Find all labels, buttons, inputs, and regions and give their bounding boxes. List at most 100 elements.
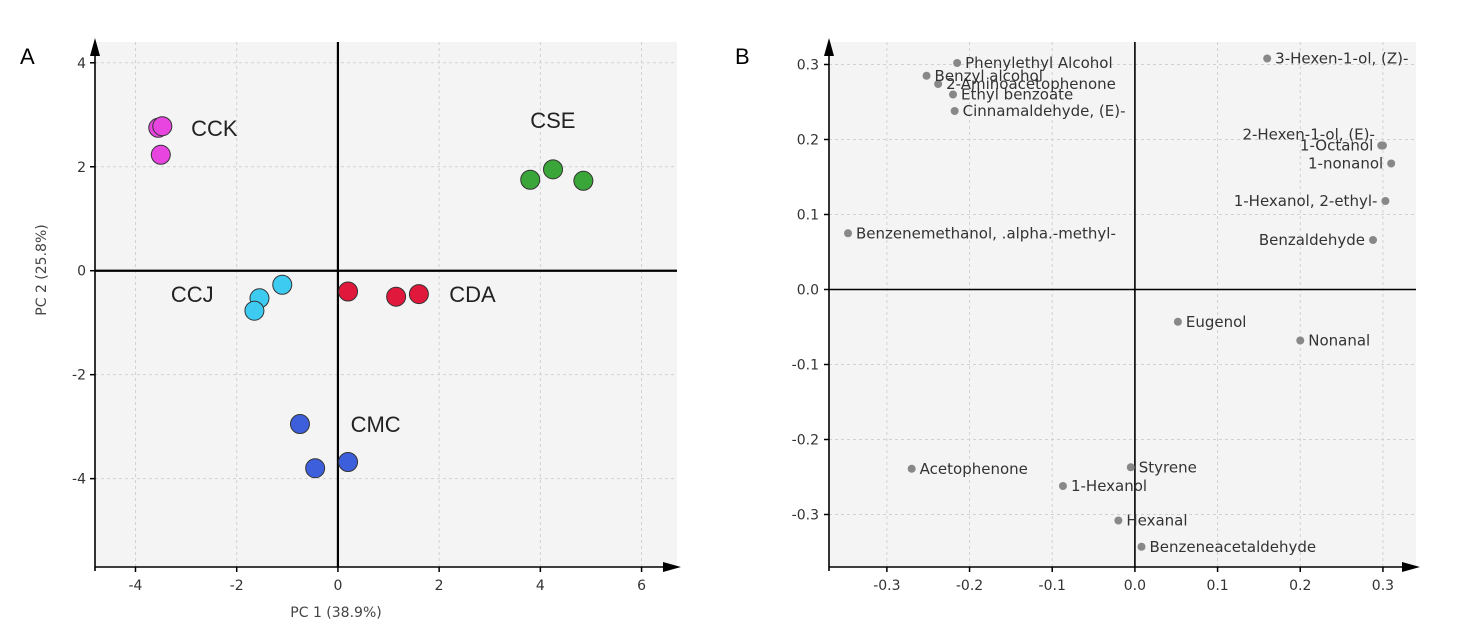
panel-a-points bbox=[148, 116, 594, 479]
panel-a-x-tick-label: 4 bbox=[536, 578, 545, 594]
panel-b-point bbox=[1263, 54, 1272, 63]
panel-a-zero-lines bbox=[95, 42, 677, 567]
panel-b-y-axis-arrow bbox=[824, 38, 834, 56]
panel-b-point bbox=[844, 229, 853, 238]
panel-b-point bbox=[953, 59, 962, 67]
panel-a-point-cda bbox=[338, 281, 359, 302]
panel-b-label: 1-Octanol bbox=[1300, 137, 1373, 155]
panel-b-y-tick-label: -0.1 bbox=[792, 358, 819, 374]
panel-b-point bbox=[1369, 236, 1378, 244]
panel-b-ticks: -0.3 -0.2 -0.1 0.0 0.1 0.2 0.3 -0.3 -0.2 -0.1 0.0 0… bbox=[792, 58, 1394, 595]
panel-b-label: Benzeneacetaldehyde bbox=[1150, 538, 1317, 556]
panel-b-points bbox=[844, 54, 1396, 551]
panel-b-label: 1-Hexanol bbox=[1071, 477, 1147, 495]
panel-a-point-cck bbox=[152, 116, 173, 137]
panel-b-label: 3-Hexen-1-ol, (Z)- bbox=[1275, 50, 1408, 68]
panel-a-x-tick-label: -4 bbox=[129, 578, 143, 594]
panel-a-point-ccj bbox=[272, 274, 293, 295]
panel-b-point bbox=[949, 90, 958, 99]
panel-b-y-tick-label: 0.2 bbox=[797, 133, 819, 149]
panel-a-point-cda bbox=[386, 286, 407, 307]
panel-a-point-ccj bbox=[244, 300, 265, 321]
panel-b-x-tick-label: 0.3 bbox=[1372, 578, 1394, 594]
panel-a-y-tick-label: 4 bbox=[77, 56, 86, 72]
panel-a-point-cse bbox=[573, 170, 594, 191]
panel-a-point-cck bbox=[150, 144, 171, 165]
panel-b-label: Styrene bbox=[1139, 458, 1197, 476]
panel-b-y-tick-label: -0.3 bbox=[792, 508, 819, 524]
panel-b-point bbox=[1387, 159, 1396, 168]
panel-a-plot-area bbox=[95, 42, 677, 567]
panel-b-label: Cinnamaldehyde, (E)- bbox=[963, 102, 1126, 120]
panel-a-label-cda: CDA bbox=[449, 282, 496, 307]
panel-b-x-tick-label: -0.3 bbox=[873, 578, 900, 594]
panel-b-label: 1-Hexanol, 2-ethyl- bbox=[1234, 192, 1378, 210]
panel-a-point-cse bbox=[543, 159, 564, 180]
panel-b-point bbox=[934, 80, 943, 88]
panel-b-label: 1-nonanol bbox=[1308, 155, 1383, 173]
panel-a-x-tick-label: 2 bbox=[435, 578, 444, 594]
panel-a-y-tick-label: -2 bbox=[72, 368, 86, 384]
panel-b: B -0.3 -0.2 -0.1 0.0 0.1 0.2 0.3 -0.3 -0.2 -0.1 0.… bbox=[735, 38, 1420, 594]
panel-b-label: Benzaldehyde bbox=[1259, 231, 1365, 249]
panel-b-y-tick-label: 0.0 bbox=[797, 283, 819, 299]
panel-b-zero-lines bbox=[829, 42, 1416, 567]
panel-b-label: Benzyl alcohol bbox=[935, 67, 1043, 85]
panel-b-x-tick-label: 0.0 bbox=[1124, 578, 1146, 594]
panel-b-y-tick-label: -0.2 bbox=[792, 433, 819, 449]
panel-b-point bbox=[1137, 542, 1146, 551]
panel-a-ticks: -4 -2 0 2 4 6 -4 -2 0 2 4 bbox=[72, 56, 646, 594]
panel-b-point bbox=[950, 107, 959, 115]
panel-b-point bbox=[1126, 463, 1135, 472]
panel-a-axes bbox=[90, 38, 681, 572]
panel-b-y-tick-label: 0.3 bbox=[797, 58, 819, 74]
panel-a-point-cmc bbox=[305, 458, 326, 479]
panel-a-label-cck: CCK bbox=[191, 116, 238, 141]
panel-a-point-cmc bbox=[338, 452, 359, 472]
panel-a-letter: A bbox=[20, 44, 35, 69]
panel-b-x-axis-arrow bbox=[1402, 562, 1420, 572]
panel-b-point bbox=[922, 71, 931, 80]
panel-b-point bbox=[1114, 516, 1123, 525]
panel-b-label: Ethyl benzoate bbox=[961, 86, 1073, 104]
panel-b-label: 2-Aminoacetophenone bbox=[946, 75, 1116, 93]
panel-a-label-cmc: CMC bbox=[351, 412, 401, 437]
panel-b-letter: B bbox=[735, 44, 750, 69]
panel-a-point-cmc bbox=[289, 414, 310, 435]
panel-b-point bbox=[907, 464, 916, 473]
panel-a-x-axis-arrow bbox=[663, 562, 681, 572]
panel-a-y-tick-label: -4 bbox=[72, 472, 86, 488]
panel-b-label: Acetophenone bbox=[920, 460, 1028, 478]
panel-b-point bbox=[1058, 482, 1067, 490]
panel-b-point bbox=[1173, 317, 1182, 326]
panel-a-x-tick-label: 0 bbox=[333, 578, 342, 594]
panel-a-label-ccj: CCJ bbox=[171, 282, 214, 307]
panel-a-group-labels: CCK CSE CCJ CDA CMC bbox=[171, 108, 576, 437]
panel-a-x-tick-label: 6 bbox=[637, 578, 646, 594]
panel-a-y-tick-label: 2 bbox=[77, 160, 86, 176]
panel-a-label-cse: CSE bbox=[530, 108, 575, 133]
panel-b-label: Eugenol bbox=[1186, 313, 1247, 331]
panel-b-point bbox=[1381, 197, 1390, 205]
panel-a-x-axis-title: PC 1 (38.9%) bbox=[290, 605, 381, 621]
panel-b-x-tick-label: -0.2 bbox=[956, 578, 983, 594]
panel-a-point-cse bbox=[520, 169, 541, 190]
panel-b-y-tick-label: 0.1 bbox=[797, 208, 819, 224]
panel-b-x-tick-label: -0.1 bbox=[1039, 578, 1066, 594]
panel-b-point bbox=[1296, 336, 1305, 345]
panel-b-label: Nonanal bbox=[1308, 332, 1370, 350]
panel-b-label: Hexanal bbox=[1126, 512, 1187, 530]
panel-b-label: Benzenemethanol, .alpha.-methyl- bbox=[856, 224, 1116, 242]
panel-b-x-tick-label: 0.1 bbox=[1206, 578, 1228, 594]
panel-a: A -4 -2 0 2 4 6 -4 -2 0 2 4 CCK CSE CCJ CDA CMC PC 1 (… bbox=[20, 38, 681, 621]
panel-a-point-cda bbox=[408, 284, 429, 305]
panel-a-y-tick-label: 0 bbox=[77, 264, 86, 280]
panel-b-label: Phenylethyl Alcohol bbox=[965, 54, 1112, 72]
panel-b-plot-area bbox=[829, 42, 1416, 567]
panel-b-axes bbox=[824, 38, 1420, 572]
panel-b-point bbox=[1377, 141, 1386, 150]
panel-b-label: 2-Hexen-1-ol, (E)- bbox=[1242, 126, 1374, 144]
panel-a-y-axis-arrow bbox=[90, 38, 100, 56]
